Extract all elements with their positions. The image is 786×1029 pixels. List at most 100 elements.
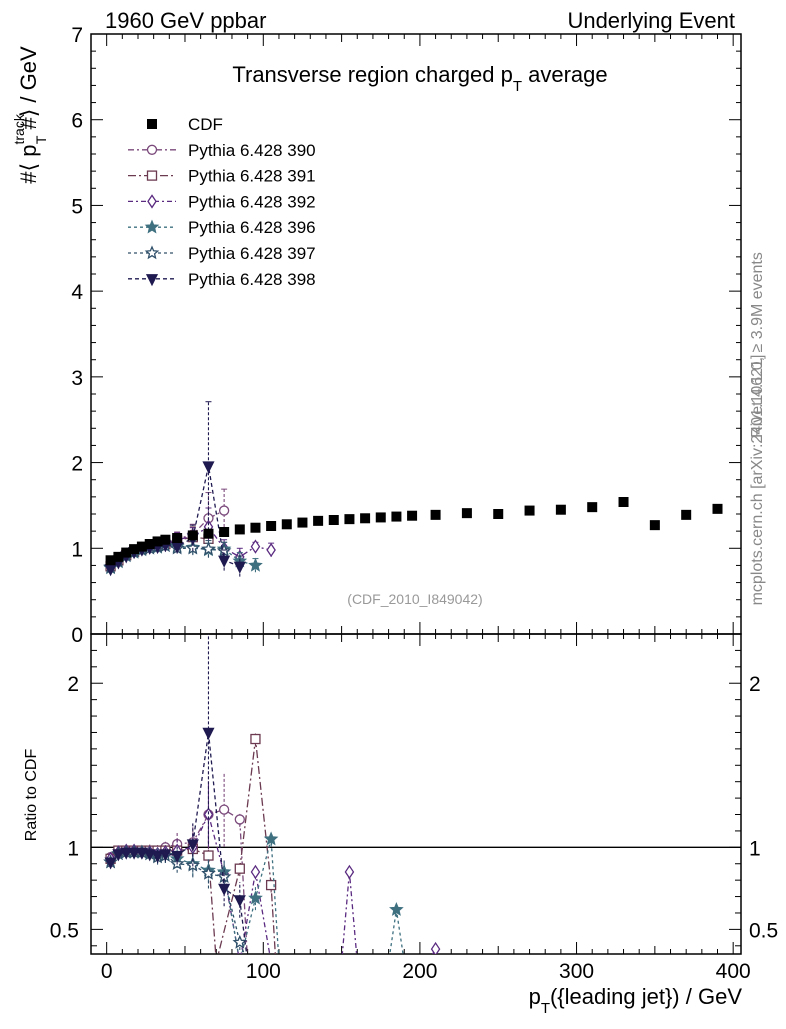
- cdf-point: [187, 530, 198, 541]
- ratio-point: [248, 890, 263, 905]
- ratio-point: [120, 847, 133, 860]
- ratio-tick-label-right: 1: [749, 837, 761, 860]
- ratio-point: [430, 941, 441, 954]
- cdf-point: [129, 544, 140, 555]
- ratio-point: [186, 839, 199, 852]
- cdf-point: [391, 511, 402, 522]
- cdf-point: [297, 517, 308, 528]
- ratio-point: [232, 934, 248, 949]
- axes-ticks: 0 100 200 300 400 0 1 2 3 4 5 6 7 0.5 0.5 1 1 2 2: [50, 24, 778, 983]
- cdf-point: [234, 524, 245, 535]
- data-point: [201, 541, 216, 556]
- data-point: [233, 561, 246, 574]
- cdf-point: [649, 520, 660, 531]
- cdf-point: [105, 555, 116, 566]
- ratio-point: [159, 849, 172, 862]
- ratio-tick-label: 1: [67, 837, 79, 860]
- title-main: Transverse region charged p: [232, 62, 512, 87]
- y-tick-label: 1: [71, 538, 83, 561]
- legend-marker: [144, 219, 160, 234]
- ratio-point: [265, 879, 277, 891]
- cdf-point: [113, 551, 124, 562]
- ratio-panel-frame: [90, 633, 742, 955]
- y-tick-label: 0: [71, 624, 83, 647]
- cdf-point: [681, 509, 692, 520]
- cdf-point: [618, 497, 629, 507]
- rivet-label: Rivet 4.1.0, ≥ 3.9M events: [749, 252, 766, 438]
- ratio-tick-label: 2: [67, 673, 79, 696]
- cdf-point: [144, 539, 155, 549]
- cdf-point: [219, 527, 230, 537]
- ratio-point: [203, 807, 214, 822]
- legend-label: Pythia 6.428 390: [188, 141, 316, 160]
- ratio-point: [218, 883, 231, 896]
- ratio-tick-label-right: 2: [749, 673, 761, 696]
- ratio-point: [250, 733, 261, 745]
- cdf-data-points: [105, 497, 723, 566]
- legend-label: Pythia 6.428 391: [188, 167, 316, 186]
- ratio-point: [135, 847, 148, 860]
- ylabel-sub: T: [33, 135, 49, 144]
- ratio-point: [143, 849, 156, 862]
- ratio-point: [233, 895, 246, 908]
- data-point: [202, 461, 215, 474]
- header-left: 1960 GeV ppbar: [105, 8, 266, 33]
- ratio-pythia-6.428-398: [104, 634, 248, 954]
- legend-marker: [146, 144, 158, 155]
- ratio-point: [250, 864, 261, 880]
- ratio-point: [263, 831, 279, 846]
- data-point: [218, 505, 230, 516]
- cdf-point: [344, 514, 355, 525]
- data-point: [266, 542, 276, 558]
- y-tick-label: 7: [71, 24, 83, 47]
- ratio-series: [103, 634, 441, 954]
- data-point: [218, 555, 231, 568]
- x-tick-label: 200: [402, 960, 437, 983]
- title-sub: T: [513, 78, 522, 95]
- legend-label: CDF: [188, 115, 223, 134]
- cdf-point: [407, 510, 418, 521]
- legend-marker: [147, 194, 157, 209]
- legend-label: Pythia 6.428 398: [188, 270, 316, 289]
- header-right: Underlying Event: [567, 8, 735, 33]
- cdf-point: [160, 534, 171, 545]
- ratio-point: [128, 847, 141, 860]
- x-tick-label: 100: [246, 960, 281, 983]
- ratio-point: [171, 850, 184, 863]
- ratio-point: [234, 814, 245, 825]
- x-tick-label: 300: [559, 960, 594, 983]
- cdf-point: [172, 533, 183, 543]
- ratio-tick-label-right: 0.5: [749, 919, 778, 942]
- cdf-point: [203, 528, 214, 539]
- data-point: [185, 540, 201, 555]
- ratio-point: [389, 902, 404, 916]
- cdf-point: [266, 521, 277, 531]
- legend-marker: [145, 274, 159, 287]
- x-tick-label: 0: [101, 960, 113, 983]
- ratio-point: [202, 727, 215, 740]
- cdf-point: [281, 519, 292, 530]
- ylabel-pre: #⟨ p: [16, 145, 41, 184]
- cdf-point: [461, 508, 472, 519]
- cdf-point: [524, 505, 535, 516]
- y-axis-label: #⟨ ptrack T #⟩ / GeV: [11, 46, 49, 184]
- ratio-y-label: Ratio to CDF: [23, 749, 40, 842]
- cdf-point: [430, 509, 441, 520]
- cdf-point: [375, 512, 386, 523]
- cdf-point: [555, 504, 566, 515]
- cdf-point: [587, 502, 598, 513]
- y-tick-label: 5: [71, 195, 83, 218]
- x-tick-label: 400: [716, 960, 751, 983]
- cdf-point: [328, 515, 339, 525]
- cdf-point: [493, 509, 504, 519]
- legend-label: Pythia 6.428 396: [188, 218, 316, 237]
- ratio-plot-area: [103, 634, 441, 954]
- legend: CDF Pythia 6.428 390 Pythia 6.428 391 Pythi…: [128, 115, 316, 289]
- y-tick-label: 3: [71, 367, 83, 390]
- legend-marker: [146, 170, 158, 181]
- data-point: [250, 539, 261, 554]
- ylabel-post: #⟩ / GeV: [16, 46, 41, 136]
- mcplots-label: mcplots.cern.ch [arXiv:2401.10621]: [749, 355, 766, 606]
- analysis-label: (CDF_2010_I849042): [347, 591, 482, 607]
